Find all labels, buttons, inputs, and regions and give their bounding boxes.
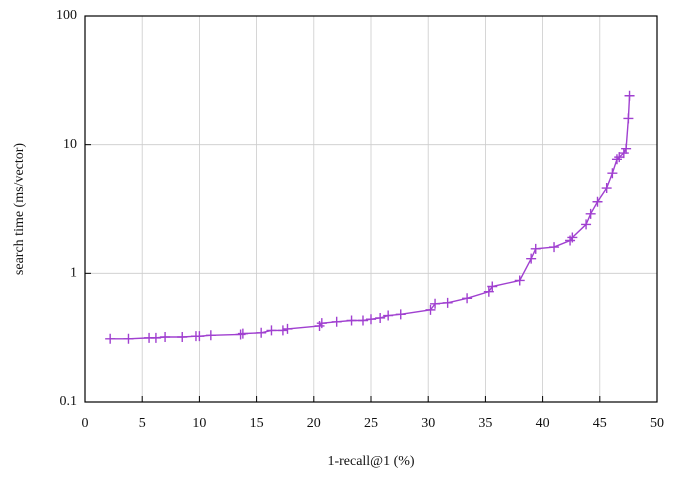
x-tick-label: 35: [478, 416, 492, 431]
y-tick-label: 0.1: [60, 394, 78, 409]
point-marker: [483, 286, 494, 297]
y-tick-label: 1: [70, 266, 77, 281]
point-marker: [549, 242, 560, 253]
point-marker: [383, 310, 394, 321]
point-marker: [256, 327, 267, 338]
x-tick-label: 5: [139, 416, 146, 431]
point-marker: [160, 332, 171, 343]
point-marker: [366, 314, 376, 325]
x-tick-label: 30: [421, 416, 435, 431]
point-marker: [592, 196, 603, 207]
x-axis-label: 1-recall@1 (%): [327, 454, 414, 469]
y-tick-label: 10: [63, 137, 77, 152]
point-marker: [621, 143, 632, 154]
point-marker: [526, 253, 537, 264]
point-marker: [425, 304, 436, 315]
point-marker: [357, 315, 368, 326]
point-marker: [237, 328, 248, 339]
point-marker: [581, 219, 592, 230]
point-marker: [624, 90, 635, 101]
point-marker: [611, 154, 622, 165]
point-marker: [177, 332, 188, 343]
point-marker: [194, 331, 205, 342]
point-marker: [623, 113, 634, 124]
point-marker: [282, 323, 293, 334]
point-marker: [442, 297, 453, 308]
y-axis-label: search time (ms/vector): [12, 143, 27, 276]
point-marker: [205, 330, 216, 341]
point-marker: [395, 309, 406, 320]
point-marker: [607, 168, 618, 179]
point-marker: [614, 152, 625, 163]
point-marker: [567, 232, 578, 243]
x-tick-label: 25: [364, 416, 378, 431]
point-marker: [266, 325, 277, 336]
point-marker: [346, 315, 357, 326]
x-tick-label: 45: [593, 416, 607, 431]
point-marker: [462, 293, 473, 304]
plot-frame: [84, 15, 658, 403]
point-marker: [487, 281, 498, 292]
series-line: [110, 95, 631, 340]
x-tick-label: 15: [250, 416, 264, 431]
point-marker: [316, 318, 327, 329]
point-marker: [530, 243, 541, 254]
point-marker: [105, 333, 116, 344]
point-marker: [514, 275, 525, 286]
point-marker: [430, 298, 441, 309]
point-marker: [331, 316, 342, 327]
point-marker: [150, 332, 161, 343]
x-tick-label: 10: [192, 416, 206, 431]
point-marker: [235, 329, 246, 340]
point-marker: [123, 333, 134, 344]
point-marker: [277, 325, 288, 336]
x-tick-label: 20: [307, 416, 321, 431]
y-tick-label: 100: [56, 8, 77, 23]
point-marker: [375, 312, 386, 323]
point-marker: [585, 208, 596, 219]
point-marker: [618, 148, 629, 159]
x-tick-label: 40: [536, 416, 550, 431]
point-marker: [601, 183, 612, 194]
x-tick-label: 0: [82, 416, 89, 431]
x-tick-label: 50: [650, 416, 664, 431]
